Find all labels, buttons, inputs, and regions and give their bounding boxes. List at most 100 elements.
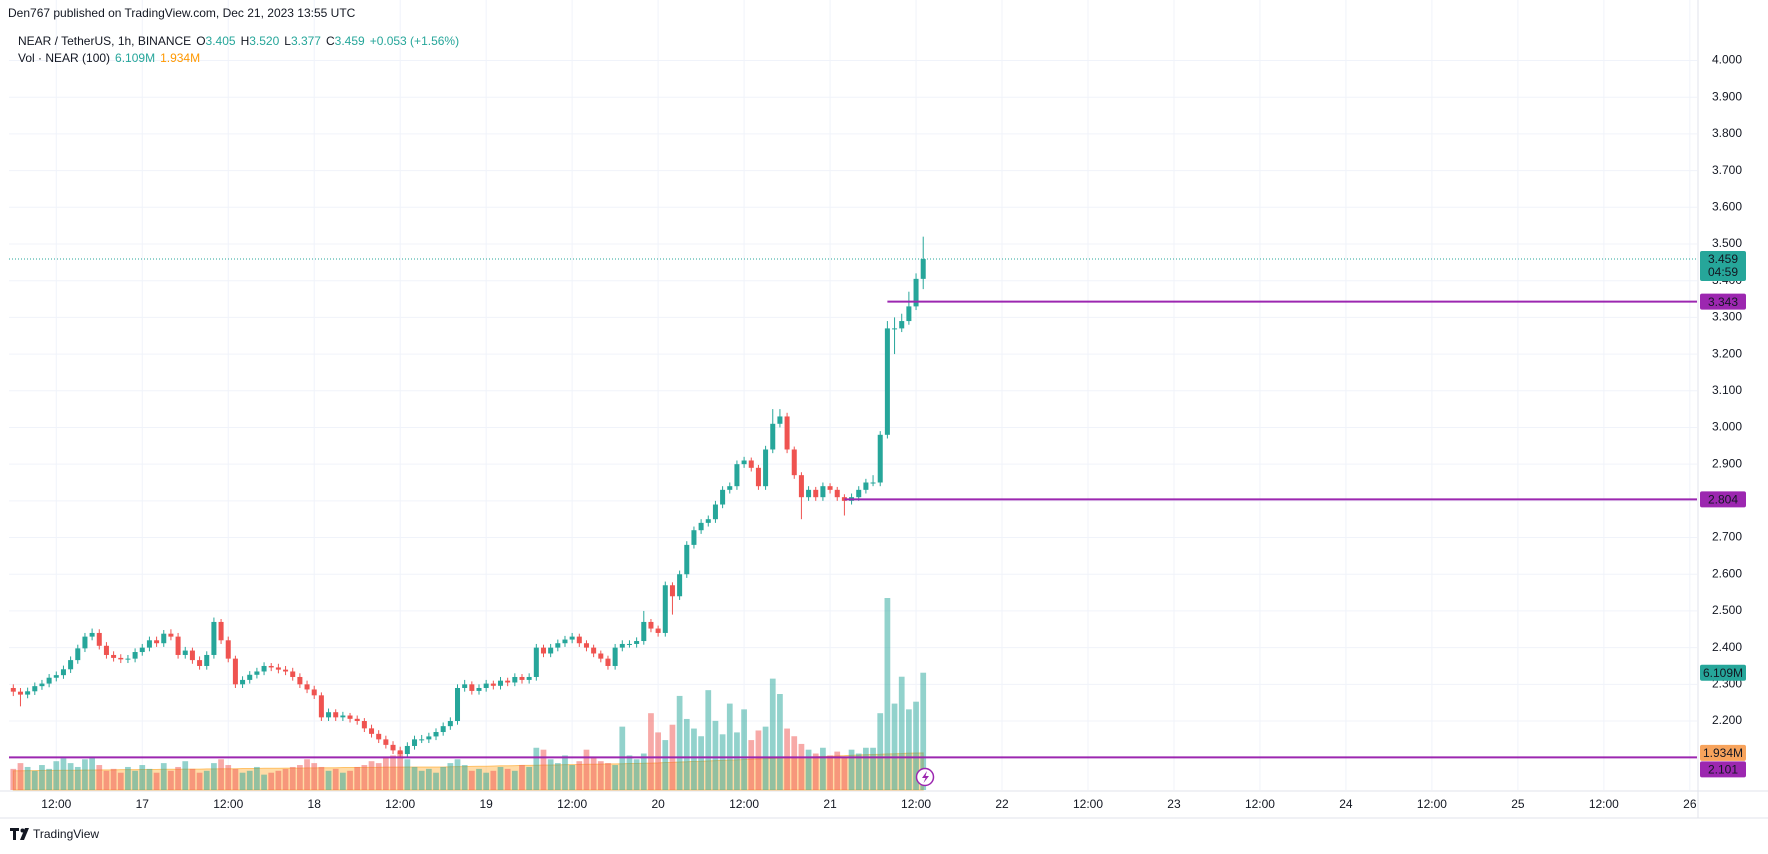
candle-body [884,328,890,435]
candle-body [32,686,38,692]
volume-last-tag: 6.109M [1703,666,1743,680]
y-tick-label: 3.000 [1712,420,1742,434]
logo-dot [20,828,25,833]
volume-bar [232,768,239,790]
candle-body [813,489,819,498]
candle-body [906,306,912,322]
candle-body [96,632,102,646]
candle-body [899,321,905,329]
x-tick-label: 22 [995,797,1009,811]
level-tag: 2.804 [1708,493,1738,507]
volume-bar [125,766,131,790]
candle-body [655,628,661,633]
volume-bar [203,770,210,790]
candle-body [340,715,346,718]
candle-body [311,689,317,696]
volume-bar [146,768,153,790]
volume-bar [447,763,454,790]
candle-body [376,733,382,740]
volume-bar [340,772,346,790]
candle-body [612,647,618,666]
volume-bar [798,743,805,790]
y-tick-label: 2.500 [1712,603,1742,617]
volume-ma-tag-bg [1700,744,1746,761]
x-tick-label: 12:00 [1417,797,1447,811]
volume-bar [497,766,504,790]
candle-body [268,665,274,668]
volume-bar [354,766,361,790]
volume-bar [368,761,375,790]
volume-bar [662,740,669,790]
footer-brand: TradingView [33,827,99,841]
candle-body [777,416,783,424]
candle-body [354,718,360,722]
volume-bar [318,766,325,790]
candle-body [834,489,840,498]
volume-bar [117,772,124,790]
volume-bar [311,763,318,790]
candle-body [111,654,117,658]
icon-bolt [922,771,929,783]
candle-body [483,683,489,688]
volume-ma-tag: 1.934M [1703,746,1743,760]
volume-bar [834,751,841,790]
x-tick-label: 18 [308,797,322,811]
candle-body [240,679,246,685]
candle-body [383,739,389,745]
volume-bar [683,718,690,790]
candle-body [720,489,726,505]
volume-bar [648,713,654,790]
candle-body [583,643,589,648]
candle-body [555,643,561,648]
volume-bar [189,768,196,790]
ohlc-field: L3.377 [284,34,321,48]
candle-body [641,621,647,642]
candle-body [920,259,926,279]
candle-body [806,489,812,498]
candle-body [204,654,210,666]
volume-bar [519,765,525,790]
candle-body [576,636,582,644]
candle-body [412,739,418,746]
candle-body [784,416,790,450]
candle-body [505,680,511,683]
volume-bar [547,759,554,790]
last-price-tag: 3.459 [1708,252,1738,266]
candle-body [89,632,95,637]
candle-body [526,676,532,680]
candle-body [17,691,23,695]
volume-bar [246,770,253,790]
volume-bar [605,763,611,790]
volume-bar [748,740,755,790]
candle-body [569,636,575,640]
candle-body [347,715,353,719]
volume-bar [211,763,217,790]
volume-bar [812,753,819,790]
volume-bar [153,772,160,790]
volume-bar [490,770,497,790]
volume-bar [361,765,368,790]
x-tick-label: 21 [823,797,837,811]
volume-bar [554,763,561,790]
y-tick-label: 3.900 [1712,89,1742,103]
volume-bar [726,703,733,790]
x-tick-label: 12:00 [1073,797,1103,811]
volume-bar [891,703,898,790]
volume-bar [483,772,490,790]
candle-body [247,674,253,680]
replay-icon [915,767,935,787]
x-tick-label: 17 [136,797,150,811]
volume-bar [698,736,704,790]
volume-last-tag-bg [1700,664,1746,681]
volume-bar [332,768,339,790]
candle-body [497,680,504,686]
x-tick-label: 20 [651,797,665,811]
candle-body [770,423,776,450]
volume-bar [741,709,747,790]
candle-body [53,675,59,678]
volume-bar [89,757,95,790]
candle-body [727,486,733,490]
volume-bar [268,772,275,790]
candle-body [798,475,804,498]
candle-body [39,683,45,687]
